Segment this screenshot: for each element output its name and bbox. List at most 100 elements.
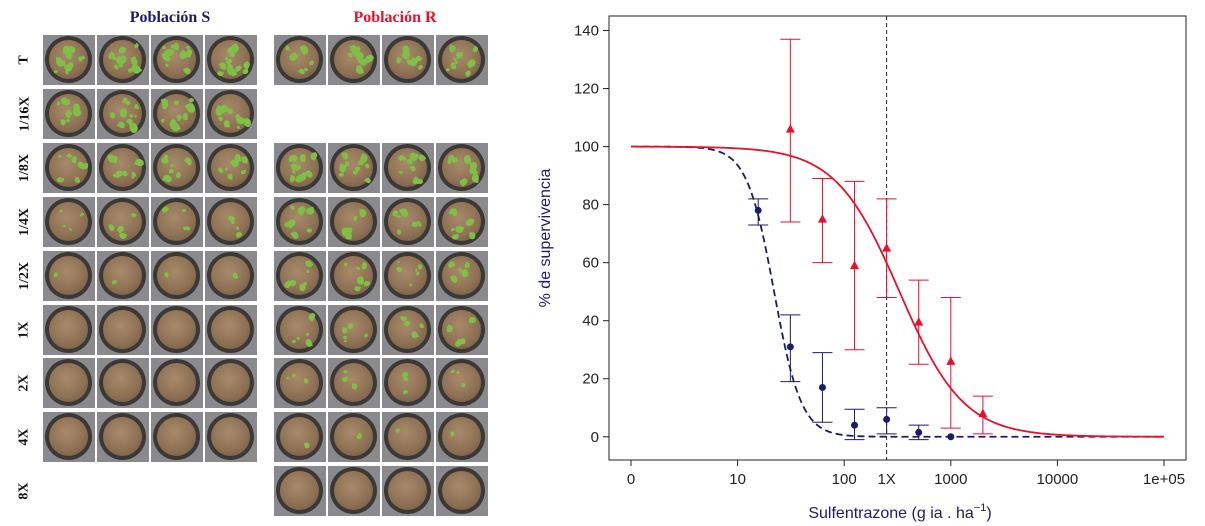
fitted-curves <box>630 145 1164 438</box>
population-r-title: Población R <box>353 9 437 26</box>
x-tick-label: 10000 <box>1037 471 1079 488</box>
pot-population-r <box>382 143 434 193</box>
y-tick-label: 20 <box>582 371 599 388</box>
row-label: T <box>12 35 38 85</box>
row-label-text: 1/2X <box>17 262 32 290</box>
plot-frame <box>608 15 1187 461</box>
pot-population-r <box>274 358 326 408</box>
pot-population-r <box>436 466 488 516</box>
row-label-text: 8X <box>17 482 32 500</box>
pot-population-s <box>97 89 149 139</box>
x-axis-title: Sulfentrazone (g ia . ha−1) <box>808 502 991 522</box>
pot-population-r <box>274 305 326 355</box>
row-label: 1/2X <box>12 251 38 301</box>
pot-population-r <box>328 358 380 408</box>
x-tick-label: 1e+05 <box>1143 471 1185 488</box>
fitted-curve <box>631 145 1164 438</box>
row-label-text: 1X <box>17 321 32 339</box>
pot-population-r <box>328 35 380 85</box>
pot-population-r <box>274 197 326 247</box>
data-point <box>947 433 955 441</box>
population-s-title: Población S <box>129 9 211 26</box>
pot-population-r <box>436 197 488 247</box>
pot-population-s <box>151 358 203 408</box>
pot-population-s <box>43 197 95 247</box>
row-label-text: 1/4X <box>17 208 32 236</box>
row-label-text: 1/8X <box>17 154 32 182</box>
row-label: 1/4X <box>12 197 38 247</box>
pot-population-s <box>205 251 257 301</box>
pot-population-r <box>382 358 434 408</box>
data-point <box>978 408 988 418</box>
pot-population-r <box>382 466 434 516</box>
pot-population-s <box>97 35 149 85</box>
pot-population-r <box>436 412 488 462</box>
pot-population-s <box>97 251 149 301</box>
pot-population-r <box>328 197 380 247</box>
pot-population-r <box>328 466 380 516</box>
pot-population-r <box>382 305 434 355</box>
x-axis-title-close: ) <box>986 505 991 522</box>
data-point <box>786 343 794 351</box>
pot-population-s <box>205 89 257 139</box>
pot-population-r <box>382 197 434 247</box>
y-tick-label: 60 <box>582 255 599 272</box>
pot-population-s <box>43 251 95 301</box>
row-label-text: 1/16X <box>17 96 32 132</box>
data-point <box>851 421 859 429</box>
pot-population-r <box>274 35 326 85</box>
data-point <box>818 383 826 391</box>
pot-population-s <box>43 305 95 355</box>
data-point <box>850 260 860 270</box>
pot-population-s <box>151 35 203 85</box>
pot-population-r <box>274 143 326 193</box>
pot-population-s <box>97 143 149 193</box>
pot-population-r <box>436 143 488 193</box>
pot-population-s <box>43 412 95 462</box>
pot-population-s <box>205 143 257 193</box>
y-tick-label: 40 <box>582 313 599 330</box>
row-label-text: 2X <box>17 374 32 392</box>
pot-population-r <box>436 251 488 301</box>
x-axis-title-superscript: −1 <box>974 502 987 514</box>
pot-population-s <box>151 197 203 247</box>
data-point <box>817 214 827 223</box>
y-tick-label: 140 <box>574 23 599 40</box>
pot-population-s <box>97 197 149 247</box>
pot-population-s <box>205 305 257 355</box>
row-label-text: T <box>17 55 32 65</box>
y-axis: 0 20 40 60 80 100 120 140 <box>574 23 609 446</box>
pot-population-s <box>43 143 95 193</box>
pot-population-r <box>328 305 380 355</box>
x-tick-label: 0 <box>627 471 635 488</box>
pot-population-r <box>328 412 380 462</box>
pot-population-s <box>205 197 257 247</box>
y-axis-title: % de supervivencia <box>537 169 554 308</box>
photo-panel: Población S Población R T 1/16X 1/8X 1/4X 1/… <box>0 0 505 526</box>
data-point <box>946 356 956 365</box>
x-axis-title-main: Sulfentrazone (g ia . ha <box>808 505 974 522</box>
row-label: 1/8X <box>12 143 38 193</box>
pot-population-s <box>97 412 149 462</box>
row-label: 4X <box>12 412 38 462</box>
y-tick-label: 0 <box>591 429 599 446</box>
data-point <box>914 317 924 326</box>
pot-population-r <box>274 251 326 301</box>
data-point <box>882 243 892 252</box>
pot-population-s <box>151 305 203 355</box>
data-point <box>883 415 891 423</box>
pot-population-s <box>97 358 149 408</box>
y-tick-label: 120 <box>574 81 599 98</box>
data-point <box>915 428 923 436</box>
data-points <box>754 124 988 441</box>
pot-population-r <box>274 466 326 516</box>
pot-population-r <box>382 251 434 301</box>
reference-line-label: 1X <box>877 471 895 488</box>
pot-population-s <box>205 35 257 85</box>
pot-population-s <box>43 35 95 85</box>
pot-population-s <box>43 358 95 408</box>
data-point <box>785 124 795 133</box>
pot-population-r <box>436 358 488 408</box>
pot-population-s <box>97 305 149 355</box>
